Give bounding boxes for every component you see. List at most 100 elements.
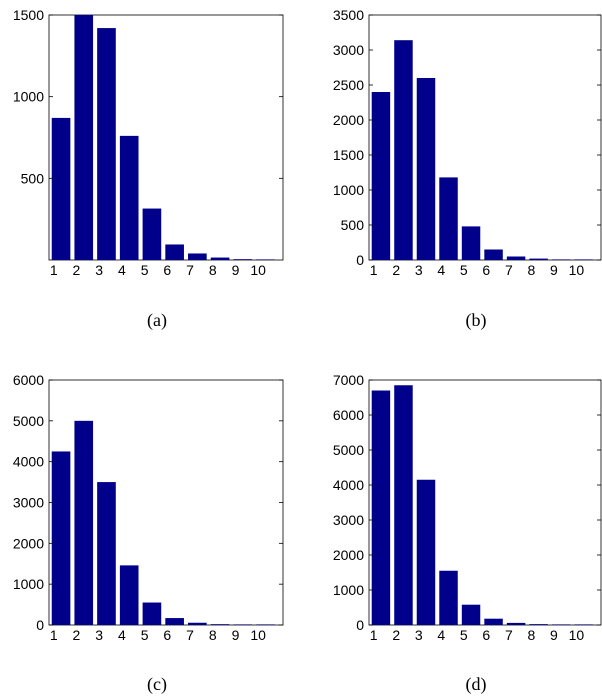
bar-c-7 bbox=[188, 622, 207, 625]
bar-a-3 bbox=[97, 28, 116, 260]
bar-c-5 bbox=[142, 602, 162, 625]
bar-b-2 bbox=[394, 40, 413, 261]
x-tick-label-d-4: 4 bbox=[437, 627, 445, 643]
x-tick-label-c-5: 5 bbox=[141, 627, 149, 643]
bar-a-8 bbox=[210, 257, 230, 260]
x-tick-label-a-6: 6 bbox=[163, 262, 171, 278]
bar-d-3 bbox=[416, 479, 436, 625]
y-tick-label-b-1000: 1000 bbox=[333, 182, 364, 198]
bar-b-8 bbox=[529, 258, 548, 260]
bar-a-5 bbox=[142, 208, 162, 260]
y-tick-label-a-500: 500 bbox=[21, 170, 45, 186]
y-tick-label-d-0: 0 bbox=[356, 617, 364, 633]
y-tick-label-b-3500: 3500 bbox=[333, 7, 364, 23]
y-tick-label-c-5000: 5000 bbox=[13, 413, 44, 429]
x-tick-label-b-9: 9 bbox=[550, 262, 558, 278]
y-tick-label-c-1000: 1000 bbox=[13, 576, 44, 592]
bars-d bbox=[371, 385, 593, 626]
y-tick-label-b-2500: 2500 bbox=[333, 77, 364, 93]
caption-a: (a) bbox=[147, 310, 167, 331]
x-tick-label-c-7: 7 bbox=[186, 627, 194, 643]
bar-d-2 bbox=[394, 385, 413, 625]
x-tick-label-c-10: 10 bbox=[250, 627, 266, 643]
y-tick-label-c-6000: 6000 bbox=[13, 372, 44, 388]
y-tick-label-b-1500: 1500 bbox=[333, 147, 364, 163]
bars-a bbox=[51, 15, 275, 261]
y-ticks-b: 0 500 1000 1500 2000 2500 3000 3500 bbox=[333, 7, 601, 268]
bar-b-1 bbox=[371, 92, 391, 260]
x-tick-label-b-5: 5 bbox=[460, 262, 468, 278]
x-tick-label-a-7: 7 bbox=[186, 262, 194, 278]
x-tick-label-b-4: 4 bbox=[437, 262, 445, 278]
bar-b-3 bbox=[416, 78, 436, 260]
x-ticks-a: 1 2 3 4 5 6 7 8 9 10 bbox=[50, 262, 266, 278]
bar-d-5 bbox=[461, 604, 481, 625]
bars-b bbox=[371, 40, 593, 261]
bar-d-10 bbox=[574, 624, 593, 625]
bar-b-6 bbox=[484, 249, 503, 260]
y-tick-label-d-3000: 3000 bbox=[333, 512, 364, 528]
bar-b-10 bbox=[574, 259, 593, 260]
bar-c-10 bbox=[256, 624, 275, 625]
y-tick-label-d-4000: 4000 bbox=[333, 477, 364, 493]
bar-c-3 bbox=[97, 482, 116, 625]
bar-a-6 bbox=[165, 244, 184, 260]
x-tick-label-a-2: 2 bbox=[73, 262, 81, 278]
bar-b-7 bbox=[506, 256, 526, 260]
x-tick-label-a-4: 4 bbox=[118, 262, 126, 278]
x-tick-label-b-10: 10 bbox=[569, 262, 585, 278]
bar-c-4 bbox=[119, 565, 139, 625]
bar-b-5 bbox=[461, 226, 481, 260]
x-tick-label-b-1: 1 bbox=[370, 262, 378, 278]
y-ticks-a: 500 1000 1500 bbox=[13, 7, 283, 186]
x-tick-label-c-3: 3 bbox=[95, 627, 103, 643]
x-tick-label-a-1: 1 bbox=[50, 262, 58, 278]
bar-d-1 bbox=[371, 390, 391, 625]
x-ticks-b: 1 2 3 4 5 6 7 8 9 10 bbox=[370, 262, 585, 278]
x-ticks-c: 1 2 3 4 5 6 7 8 9 10 bbox=[50, 627, 266, 643]
y-tick-label-a-1000: 1000 bbox=[13, 89, 44, 105]
x-ticks-d: 1 2 3 4 5 6 7 8 9 10 bbox=[370, 627, 585, 643]
x-tick-label-b-3: 3 bbox=[415, 262, 423, 278]
x-tick-label-c-4: 4 bbox=[118, 627, 126, 643]
panel-a: 500 1000 1500 1 2 3 4 5 6 7 8 9 10 (a) bbox=[13, 7, 284, 331]
bar-a-4 bbox=[119, 135, 139, 260]
bar-c-6 bbox=[165, 618, 184, 625]
y-tick-label-c-0: 0 bbox=[36, 617, 44, 633]
x-tick-label-c-8: 8 bbox=[209, 627, 217, 643]
y-tick-label-d-1000: 1000 bbox=[333, 582, 364, 598]
y-tick-label-d-5000: 5000 bbox=[333, 442, 364, 458]
bar-b-9 bbox=[551, 259, 571, 260]
bar-d-9 bbox=[551, 624, 571, 625]
x-tick-label-b-6: 6 bbox=[482, 262, 490, 278]
y-tick-label-c-4000: 4000 bbox=[13, 454, 44, 470]
y-tick-label-d-6000: 6000 bbox=[333, 407, 364, 423]
y-ticks-d: 0 1000 2000 3000 4000 5000 6000 7000 bbox=[333, 372, 601, 633]
bar-a-7 bbox=[188, 253, 207, 260]
bar-d-8 bbox=[529, 624, 548, 626]
x-tick-label-c-9: 9 bbox=[232, 627, 240, 643]
bar-c-2 bbox=[74, 420, 94, 625]
y-tick-label-d-7000: 7000 bbox=[333, 372, 364, 388]
bar-a-2 bbox=[74, 15, 94, 260]
bar-a-10 bbox=[256, 259, 275, 260]
bar-c-9 bbox=[233, 624, 253, 625]
x-tick-label-d-2: 2 bbox=[392, 627, 400, 643]
bar-c-1 bbox=[51, 451, 71, 625]
y-tick-label-c-2000: 2000 bbox=[13, 535, 44, 551]
x-tick-label-a-3: 3 bbox=[95, 262, 103, 278]
x-tick-label-d-7: 7 bbox=[505, 627, 513, 643]
bar-b-4 bbox=[439, 177, 458, 260]
x-tick-label-c-2: 2 bbox=[73, 627, 81, 643]
x-tick-label-a-5: 5 bbox=[141, 262, 149, 278]
y-tick-label-a-1500: 1500 bbox=[13, 7, 44, 23]
x-tick-label-a-10: 10 bbox=[250, 262, 266, 278]
x-tick-label-d-10: 10 bbox=[569, 627, 585, 643]
bar-a-9 bbox=[233, 259, 253, 260]
panel-b: 0 500 1000 1500 2000 2500 3000 3500 1 2 3 4 5 6 7 8 9 10… bbox=[333, 7, 602, 331]
panel-c: 0 1000 2000 3000 4000 5000 6000 1 2 3 4 5 6 7 8 9 10 (c… bbox=[13, 372, 284, 695]
x-tick-label-b-8: 8 bbox=[527, 262, 535, 278]
bars-c bbox=[51, 420, 275, 625]
x-tick-label-b-2: 2 bbox=[392, 262, 400, 278]
x-tick-label-d-6: 6 bbox=[482, 627, 490, 643]
